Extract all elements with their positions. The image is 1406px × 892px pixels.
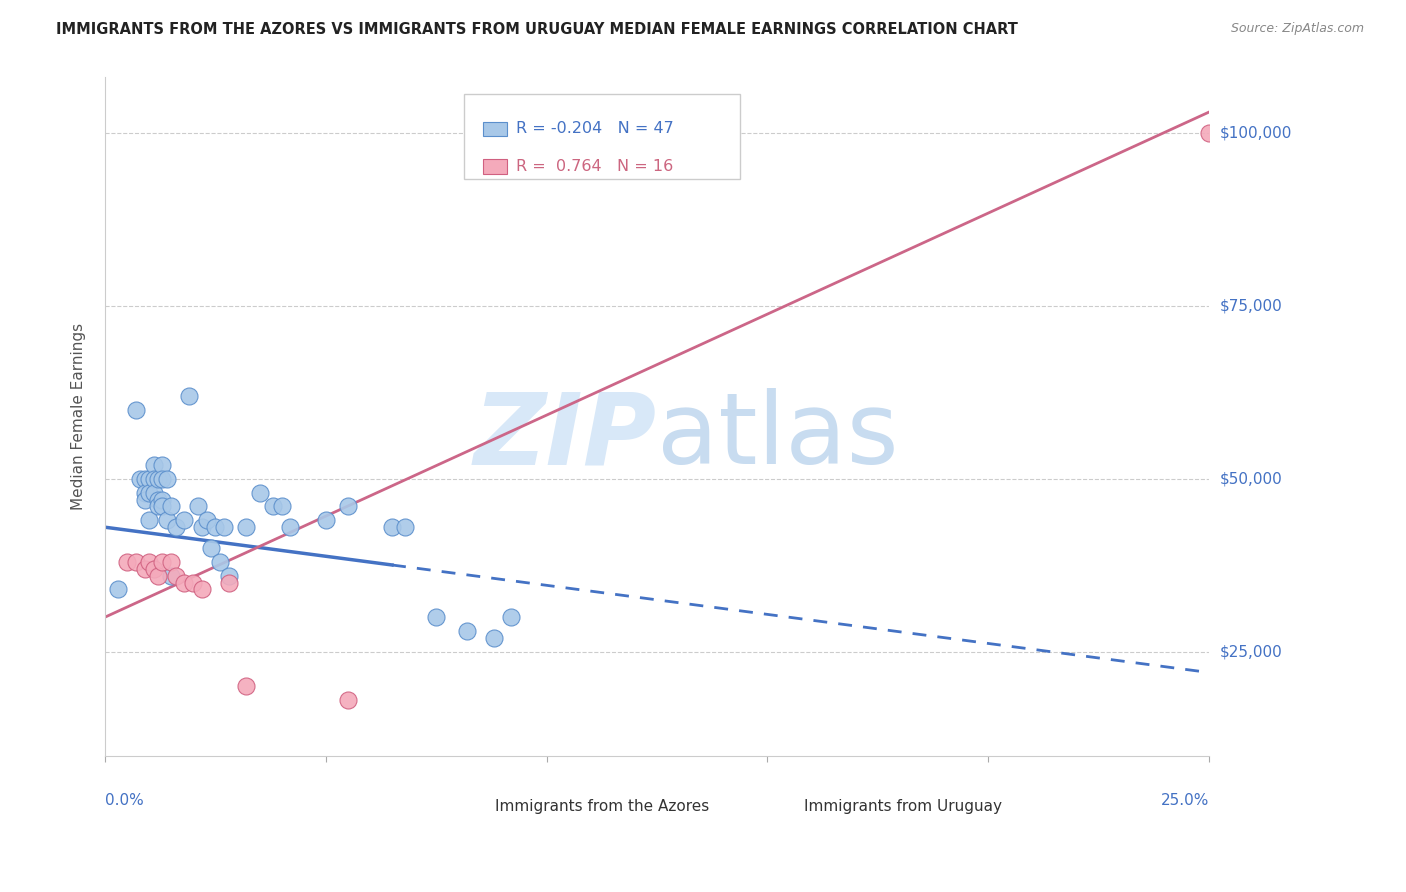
Point [146, 492, 169, 507]
Text: atlas: atlas [657, 388, 898, 485]
Point [181, 575, 204, 590]
Text: 0.0%: 0.0% [105, 793, 143, 808]
Text: $25,000: $25,000 [1220, 644, 1282, 659]
Point [187, 500, 209, 514]
FancyBboxPatch shape [464, 95, 740, 179]
FancyBboxPatch shape [458, 797, 489, 815]
Point [142, 562, 165, 576]
Point [134, 562, 156, 576]
Point [134, 485, 156, 500]
Text: $50,000: $50,000 [1220, 471, 1282, 486]
Point [200, 541, 222, 555]
Point [425, 610, 447, 624]
Point [125, 402, 148, 417]
Text: Immigrants from Uruguay: Immigrants from Uruguay [804, 799, 1002, 814]
Point [146, 472, 169, 486]
Point [107, 582, 129, 597]
Text: Immigrants from the Azores: Immigrants from the Azores [495, 799, 709, 814]
Point [262, 500, 284, 514]
Point [218, 575, 240, 590]
Point [456, 624, 478, 638]
Point [165, 568, 187, 582]
Point [125, 555, 148, 569]
FancyBboxPatch shape [482, 121, 508, 136]
Text: Source: ZipAtlas.com: Source: ZipAtlas.com [1230, 22, 1364, 36]
Point [152, 555, 174, 569]
Text: $75,000: $75,000 [1220, 298, 1282, 313]
Point [212, 520, 235, 534]
Point [138, 485, 160, 500]
Point [1198, 126, 1220, 140]
Point [142, 472, 165, 486]
Point [218, 568, 240, 582]
Point [156, 472, 179, 486]
Point [270, 500, 292, 514]
Point [142, 485, 165, 500]
Point [152, 500, 174, 514]
Point [146, 500, 169, 514]
Point [138, 513, 160, 527]
Point [315, 513, 337, 527]
Point [235, 679, 257, 693]
Point [115, 555, 138, 569]
Point [195, 513, 218, 527]
Text: R =  0.764   N = 16: R = 0.764 N = 16 [516, 159, 673, 174]
Point [208, 555, 231, 569]
Point [394, 520, 416, 534]
Text: R = -0.204   N = 47: R = -0.204 N = 47 [516, 121, 673, 136]
Point [129, 472, 152, 486]
Point [191, 520, 214, 534]
Point [204, 520, 226, 534]
Text: ZIP: ZIP [474, 388, 657, 485]
Point [280, 520, 302, 534]
Point [165, 520, 187, 534]
Point [173, 513, 195, 527]
Point [173, 575, 195, 590]
Point [177, 389, 200, 403]
Point [152, 492, 174, 507]
Point [160, 500, 183, 514]
Point [146, 568, 169, 582]
Point [142, 458, 165, 472]
Point [138, 472, 160, 486]
Point [336, 693, 359, 707]
Text: IMMIGRANTS FROM THE AZORES VS IMMIGRANTS FROM URUGUAY MEDIAN FEMALE EARNINGS COR: IMMIGRANTS FROM THE AZORES VS IMMIGRANTS… [56, 22, 1018, 37]
Point [501, 610, 523, 624]
Text: $100,000: $100,000 [1220, 125, 1292, 140]
Point [138, 555, 160, 569]
Point [134, 472, 156, 486]
Point [160, 568, 183, 582]
Point [134, 492, 156, 507]
Point [191, 582, 214, 597]
Y-axis label: Median Female Earnings: Median Female Earnings [72, 323, 86, 510]
Point [152, 458, 174, 472]
FancyBboxPatch shape [768, 797, 799, 815]
Point [235, 520, 257, 534]
Point [482, 631, 505, 645]
Point [336, 500, 359, 514]
Text: 25.0%: 25.0% [1161, 793, 1209, 808]
FancyBboxPatch shape [482, 159, 508, 174]
Point [249, 485, 271, 500]
Point [156, 513, 179, 527]
Point [381, 520, 404, 534]
Point [152, 472, 174, 486]
Point [160, 555, 183, 569]
